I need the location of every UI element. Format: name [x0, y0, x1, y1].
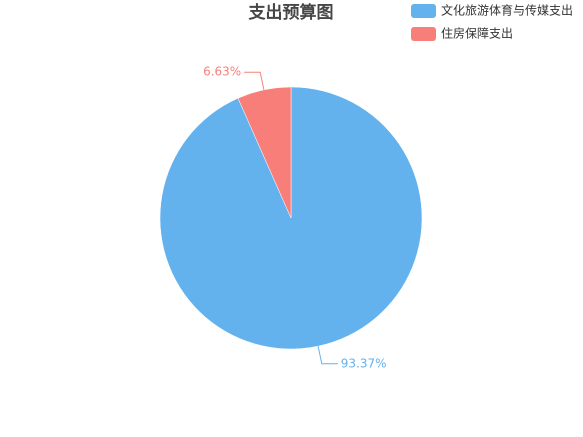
legend-label: 文化旅游体育与传媒支出 — [441, 3, 573, 18]
legend-label: 住房保障支出 — [441, 26, 513, 41]
legend-swatch[interactable] — [411, 27, 436, 41]
legend-swatch[interactable] — [411, 4, 436, 18]
data-label: 6.63% — [203, 65, 241, 79]
label-line — [244, 71, 265, 90]
label-line — [317, 346, 338, 365]
chart-title: 支出预算图 — [249, 2, 334, 23]
data-label: 93.37% — [341, 356, 387, 370]
